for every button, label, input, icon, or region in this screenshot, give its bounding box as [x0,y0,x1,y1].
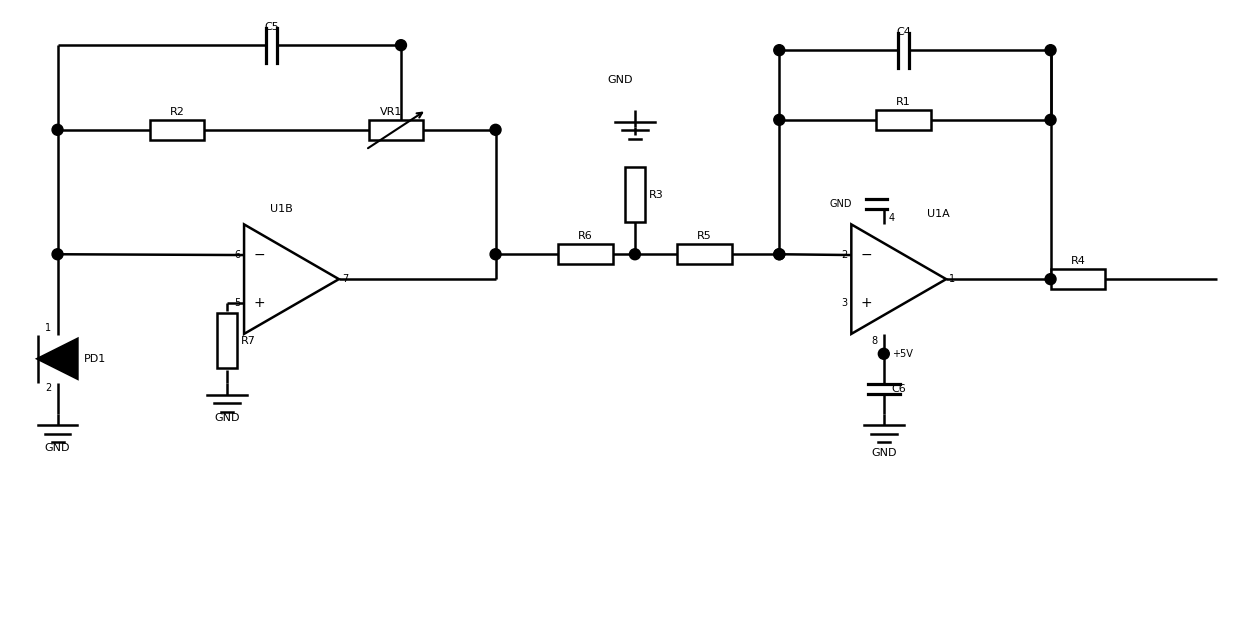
Circle shape [396,40,407,51]
Text: +: + [253,297,265,310]
Text: +: + [861,297,872,310]
Text: 2: 2 [46,383,52,392]
Bar [217,313,237,368]
Text: R6: R6 [578,232,593,241]
Text: 2: 2 [841,250,847,260]
Circle shape [490,249,501,260]
Text: 3: 3 [841,298,847,308]
Circle shape [490,124,501,136]
Circle shape [774,249,785,260]
Text: R3: R3 [649,189,663,199]
Text: R7: R7 [241,335,255,345]
Bar [368,120,423,140]
Text: 7: 7 [342,274,348,284]
Polygon shape [37,339,77,379]
Circle shape [1045,274,1056,285]
Text: 6: 6 [234,250,241,260]
Circle shape [774,249,785,260]
Text: GND: GND [215,413,239,423]
Text: −: − [253,248,265,262]
Text: GND: GND [45,443,71,453]
Text: C5: C5 [264,22,279,32]
Text: C4: C4 [897,27,911,37]
Text: U1A: U1A [928,209,950,219]
Circle shape [52,124,63,136]
Bar [558,245,613,264]
Circle shape [630,249,640,260]
Text: R1: R1 [897,97,911,107]
Text: U1B: U1B [270,204,293,214]
Circle shape [1045,115,1056,125]
Text: 1: 1 [949,274,955,284]
Text: 1: 1 [46,323,52,333]
Bar [877,110,931,130]
Bar [677,245,732,264]
Text: GND: GND [608,75,632,85]
Bar [150,120,205,140]
Text: GND: GND [870,448,897,458]
Text: R5: R5 [697,232,712,241]
Bar [625,167,645,222]
Circle shape [774,45,785,56]
Circle shape [52,249,63,260]
Circle shape [1045,45,1056,56]
Text: C6: C6 [892,384,906,394]
Text: +5V: +5V [892,348,913,359]
Text: 8: 8 [872,336,878,346]
Text: R4: R4 [1070,256,1085,266]
Text: GND: GND [830,199,852,209]
Text: 5: 5 [234,298,241,308]
Bar [1050,269,1105,289]
Polygon shape [852,224,946,334]
Text: VR1: VR1 [379,107,402,117]
Text: −: − [861,248,872,262]
Circle shape [774,115,785,125]
Text: PD1: PD1 [83,354,105,364]
Text: 4: 4 [889,214,895,223]
Polygon shape [244,224,339,334]
Circle shape [878,348,889,359]
Text: R2: R2 [170,107,185,117]
